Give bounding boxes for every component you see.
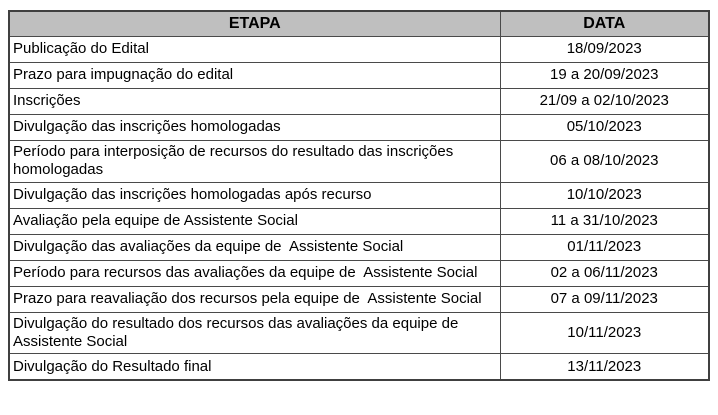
- etapa-cell: Período para recursos das avaliações da …: [8, 259, 501, 287]
- date-cell: 13/11/2023: [499, 353, 710, 381]
- date-cell: 19 a 20/09/2023: [499, 62, 710, 89]
- date-cell: 07 a 09/11/2023: [499, 285, 710, 313]
- table-row: Divulgação das inscrições homologadas 05…: [8, 114, 710, 141]
- date-cell: 10/10/2023: [499, 181, 710, 209]
- table-header-row: ETAPA DATA: [8, 10, 710, 37]
- etapa-cell: Prazo para reavaliação dos recursos pela…: [8, 285, 501, 313]
- table-header-data: DATA: [499, 10, 710, 37]
- table-row: Divulgação do Resultado final 13/11/2023: [8, 353, 710, 381]
- date-cell: 06 a 08/10/2023: [499, 140, 710, 183]
- etapa-cell: Avaliação pela equipe de Assistente Soci…: [8, 207, 501, 235]
- etapa-cell: Divulgação das avaliações da equipe de A…: [8, 233, 501, 261]
- table-row: Período para interposição de recursos do…: [8, 140, 710, 183]
- date-cell: 10/11/2023: [499, 311, 710, 355]
- table-row: Publicação do Edital 18/09/2023: [8, 36, 710, 63]
- table-header-etapa: ETAPA: [8, 10, 501, 37]
- table-row: Divulgação das avaliações da equipe de A…: [8, 233, 710, 261]
- table-row: Inscrições 21/09 a 02/10/2023: [8, 88, 710, 115]
- etapa-cell: Divulgação do resultado dos recursos das…: [8, 311, 501, 355]
- etapa-cell: Inscrições: [8, 88, 501, 115]
- etapa-cell: Divulgação do Resultado final: [8, 353, 501, 381]
- table-row: Divulgação do resultado dos recursos das…: [8, 311, 710, 355]
- date-cell: 01/11/2023: [499, 233, 710, 261]
- table-row: Avaliação pela equipe de Assistente Soci…: [8, 207, 710, 235]
- etapa-cell: Período para interposição de recursos do…: [8, 140, 501, 183]
- schedule-table: ETAPA DATA Publicação do Edital 18/09/20…: [8, 10, 710, 382]
- date-cell: 21/09 a 02/10/2023: [499, 88, 710, 115]
- table-row: Prazo para reavaliação dos recursos pela…: [8, 285, 710, 313]
- date-cell: 05/10/2023: [499, 114, 710, 141]
- table-row: Período para recursos das avaliações da …: [8, 259, 710, 287]
- etapa-cell: Divulgação das inscrições homologadas ap…: [8, 181, 501, 209]
- etapa-cell: Publicação do Edital: [8, 36, 501, 63]
- table-row: Divulgação das inscrições homologadas ap…: [8, 181, 710, 209]
- date-cell: 02 a 06/11/2023: [499, 259, 710, 287]
- table-row: Prazo para impugnação do edital 19 a 20/…: [8, 62, 710, 89]
- etapa-cell: Divulgação das inscrições homologadas: [8, 114, 501, 141]
- date-cell: 11 a 31/10/2023: [499, 207, 710, 235]
- etapa-cell: Prazo para impugnação do edital: [8, 62, 501, 89]
- date-cell: 18/09/2023: [499, 36, 710, 63]
